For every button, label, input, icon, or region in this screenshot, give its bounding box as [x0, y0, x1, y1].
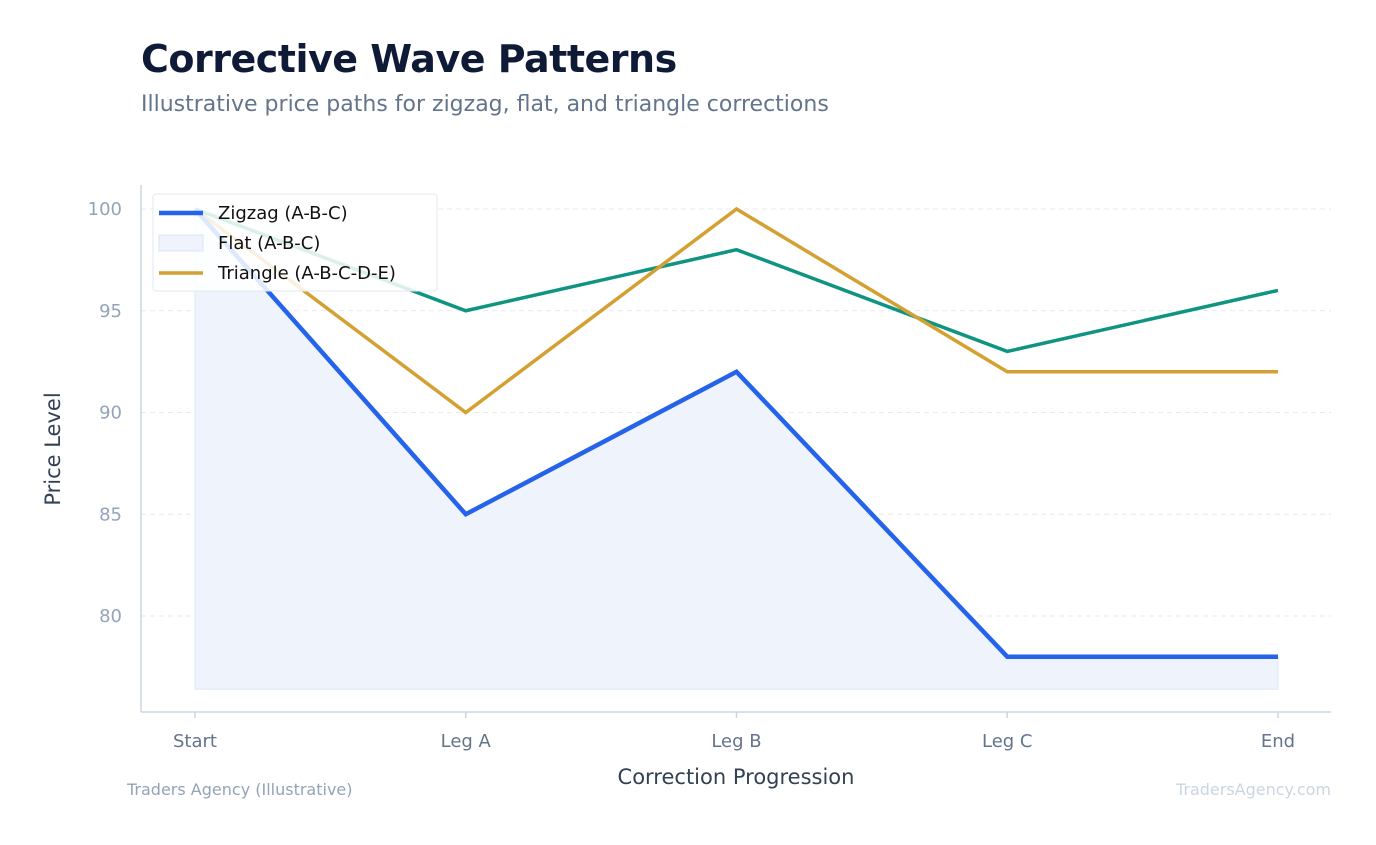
axis-layer: 80 85 90 95 100 Start Leg A Leg B Leg C End — [88, 185, 1331, 752]
legend-box — [152, 193, 438, 292]
series-line-zigzag — [193, 207, 1278, 659]
y-tick-label: 95 — [99, 301, 122, 322]
x-tick-label: Leg C — [982, 731, 1033, 752]
x-tick-label: Start — [173, 731, 217, 752]
legend: Zigzag (A-B-C) Flat (A-B-C) Triangle (A-B-… — [152, 193, 438, 292]
watermark: TradersAgency.com — [1175, 780, 1331, 799]
x-axis-title: Correction Progression — [618, 765, 855, 789]
source-note: Traders Agency (Illustrative) — [127, 780, 353, 799]
x-tick-label: Leg B — [711, 731, 761, 752]
y-axis-title: Price Level — [41, 392, 65, 505]
y-tick-label: 80 — [99, 606, 122, 627]
chart-subtitle: Illustrative price paths for zigzag, fla… — [141, 92, 829, 117]
y-tick-label: 90 — [99, 403, 122, 424]
legend-label: Zigzag (A-B-C) — [218, 203, 348, 224]
y-tick-label: 85 — [99, 504, 122, 525]
legend-label: Flat (A-B-C) — [218, 233, 320, 254]
legend-swatch — [158, 234, 204, 252]
x-tick-label: Leg A — [441, 731, 492, 752]
x-tick-label: End — [1261, 731, 1295, 752]
y-tick-label: 100 — [88, 199, 122, 220]
series-line-triangle — [193, 206, 1278, 415]
chart-title: Corrective Wave Patterns — [141, 37, 677, 81]
legend-label: Triangle (A-B-C-D-E) — [217, 263, 396, 284]
